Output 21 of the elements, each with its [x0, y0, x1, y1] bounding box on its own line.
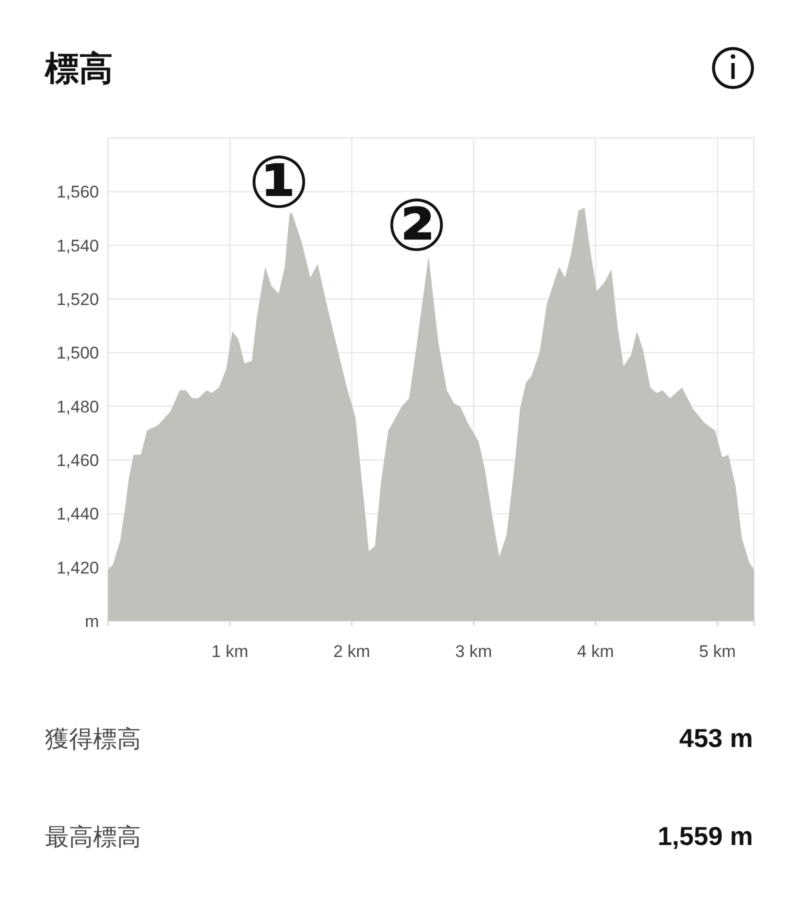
y-tick-label: 1,460 [56, 451, 99, 470]
y-tick-label: m [84, 612, 99, 631]
y-tick-label: 1,520 [56, 290, 99, 309]
y-tick-label: 1,560 [56, 182, 99, 202]
y-tick-label: 1,540 [56, 236, 99, 256]
chart-title: 標高 [44, 50, 113, 88]
x-tick-label: 3 km [455, 642, 492, 661]
y-tick-label: 1,480 [56, 397, 99, 416]
x-tick-label: 5 km [699, 642, 736, 661]
x-tick-label: 2 km [333, 642, 370, 661]
y-tick-label: 1,420 [56, 558, 99, 578]
x-tick-label: 4 km [577, 642, 614, 661]
text: 453 m [679, 723, 753, 753]
annotation: ② [386, 186, 448, 266]
y-tick-label: 1,440 [56, 504, 99, 524]
annotation: ① [248, 143, 310, 224]
x-tick-label: 1 km [211, 642, 248, 661]
text: 獲得標高 [45, 726, 141, 753]
y-tick-label: 1,500 [56, 344, 99, 363]
text: 最高標高 [45, 824, 141, 851]
text: 1,559 m [658, 821, 753, 851]
